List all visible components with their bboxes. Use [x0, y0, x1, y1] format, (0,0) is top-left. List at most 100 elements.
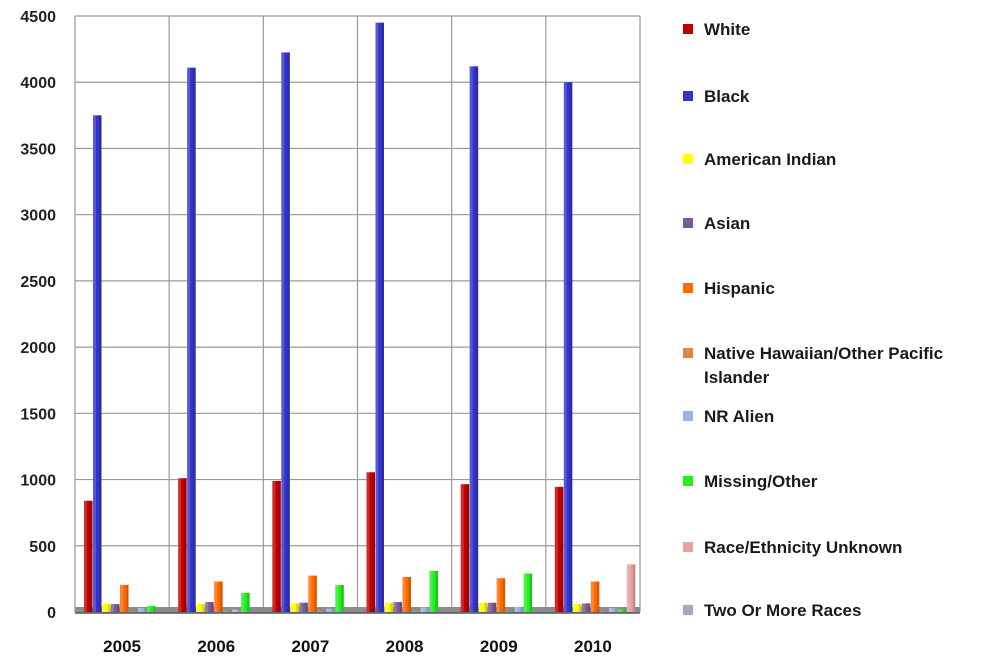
bar [393, 602, 402, 612]
bar [469, 66, 479, 613]
bar-shade [381, 22, 384, 613]
bar-shade [314, 575, 317, 612]
bar-highlight [129, 611, 132, 612]
bar-highlight [384, 602, 388, 612]
bar-highlight [102, 604, 105, 612]
bar [581, 603, 591, 612]
bar [411, 611, 420, 612]
bar-shade [323, 611, 326, 612]
legend-label: American Indian [704, 150, 836, 169]
bar-shade [623, 609, 627, 612]
bar [138, 608, 147, 612]
bar-highlight [335, 584, 339, 612]
legend-swatch [683, 542, 693, 552]
bar [514, 606, 524, 612]
legend-swatch [683, 24, 693, 34]
bar-highlight [496, 578, 500, 612]
x-axis-labels: 2005 2006 2007 2008 2009 2010 [103, 637, 612, 656]
bar-highlight [572, 604, 576, 612]
bar-highlight [581, 603, 585, 612]
bar-shade [529, 573, 533, 612]
y-tick-label: 1000 [20, 473, 56, 490]
bar [84, 500, 93, 612]
bar [335, 584, 344, 612]
bar [429, 570, 438, 612]
x-category-label: 2009 [480, 637, 518, 656]
bar-highlight [375, 22, 379, 613]
bar-highlight [420, 607, 424, 612]
bar-highlight [563, 82, 567, 612]
legend-label: Native Hawaiian/Other Pacific Islander [704, 344, 943, 387]
bar-highlight [505, 611, 509, 612]
bar-shade [596, 581, 600, 612]
bar-shade [152, 606, 156, 612]
bar [505, 611, 515, 612]
bar [241, 592, 250, 612]
bar-shade [296, 603, 299, 612]
bar [272, 480, 281, 612]
bar-shade [399, 602, 402, 612]
bar-highlight [299, 602, 303, 612]
bar [384, 602, 393, 612]
bar-shade [372, 472, 375, 612]
bar [496, 578, 506, 612]
bar [375, 22, 384, 613]
y-tick-label: 2500 [20, 274, 56, 291]
y-tick-label: 1500 [20, 406, 56, 423]
bar-highlight [187, 67, 191, 613]
bar-shade [202, 604, 205, 612]
bar-shade [305, 602, 308, 612]
bar [196, 604, 205, 612]
bar-shade [605, 611, 609, 612]
bar-highlight [617, 609, 621, 612]
bar-highlight [626, 564, 630, 612]
bar-shade [408, 576, 411, 612]
bar [572, 604, 582, 612]
bar-highlight [138, 608, 141, 612]
bar-shade [511, 611, 515, 612]
bar [178, 478, 187, 612]
bar-highlight [554, 486, 558, 612]
bar-highlight [429, 570, 433, 612]
bar [317, 611, 326, 612]
bar [590, 581, 600, 612]
bar-shade [493, 602, 497, 612]
bar-shade [247, 592, 250, 612]
legend-swatch [683, 154, 693, 164]
bar-highlight [214, 581, 218, 612]
bar-shade [435, 570, 438, 612]
bar-shade [238, 609, 241, 612]
x-category-label: 2010 [574, 637, 612, 656]
y-tick-label: 3500 [20, 141, 56, 158]
y-tick-label: 0 [47, 605, 56, 622]
bar-highlight [608, 608, 612, 612]
bar-highlight [232, 609, 236, 612]
bar [487, 602, 497, 612]
bar [205, 602, 214, 612]
bar [478, 602, 488, 612]
bar-shade [475, 66, 479, 613]
bar-shade [466, 484, 470, 612]
bar [223, 611, 232, 612]
bar [608, 608, 618, 612]
bar-highlight [469, 66, 473, 613]
x-category-label: 2007 [292, 637, 330, 656]
bar-highlight [523, 573, 527, 612]
bar-highlight [205, 602, 209, 612]
bar-highlight [241, 592, 245, 612]
bar-shade [107, 604, 111, 612]
bar-highlight [178, 478, 182, 612]
bar-highlight [308, 575, 312, 612]
bar-highlight [84, 500, 87, 612]
legend-label: White [704, 20, 750, 39]
y-axis-ticks: 0 500 1000 1500 2000 2500 3000 3500 4000 4500 [20, 9, 56, 622]
bar-shade [116, 604, 120, 612]
legend-label-line: Islander [704, 368, 770, 387]
bar-highlight [120, 584, 123, 612]
chart-floor [75, 607, 640, 612]
bar-shade [502, 578, 506, 612]
legend-label: Asian [704, 214, 750, 233]
x-category-label: 2008 [386, 637, 424, 656]
legend-label: Two Or More Races [704, 601, 861, 620]
